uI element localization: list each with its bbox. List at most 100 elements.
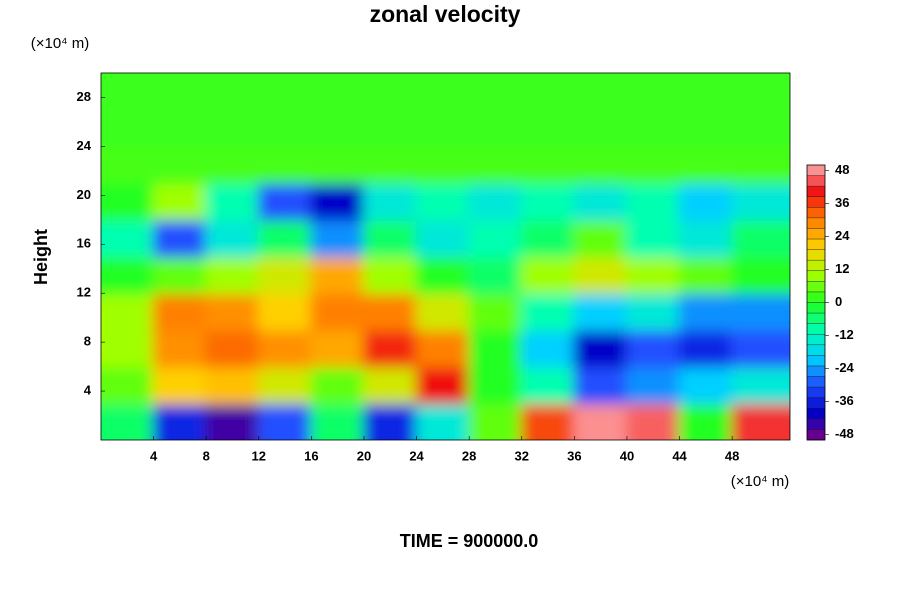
- heatmap-cell: [205, 402, 260, 440]
- colorbar-band: [807, 355, 825, 366]
- heatmap-cell: [678, 108, 734, 148]
- colorbar-band: [807, 344, 825, 356]
- colorbar-band: [807, 186, 825, 197]
- annotation: TIME = 900000.0: [400, 531, 539, 551]
- heatmap-cell: [468, 145, 523, 185]
- x-unit: (×10⁴ m): [731, 473, 790, 490]
- colorbar-band: [807, 239, 825, 250]
- heatmap-cell: [310, 328, 365, 368]
- colorbar-band: [807, 270, 825, 282]
- heatmap-cell: [678, 73, 734, 111]
- heatmap-cell: [152, 73, 208, 111]
- heatmap-cell: [625, 328, 681, 368]
- heatmap-cell: [257, 328, 313, 368]
- heatmap-cell: [573, 402, 628, 440]
- x-tick-label: 28: [462, 448, 476, 463]
- heatmap-cell: [101, 218, 155, 258]
- heatmap-cell: [310, 182, 365, 221]
- heatmap-cell: [520, 182, 576, 221]
- heatmap-cell: [101, 145, 155, 185]
- colorbar-tick-label: -12: [835, 327, 854, 342]
- heatmap-cell: [257, 365, 313, 405]
- heatmap-cell: [678, 255, 734, 295]
- heatmap-cell: [152, 255, 208, 295]
- x-tick-label: 8: [203, 448, 210, 463]
- heatmap-cell: [257, 402, 313, 440]
- heatmap-cell: [520, 73, 576, 111]
- heatmap-cell: [520, 292, 576, 331]
- heatmap-cell: [625, 255, 681, 295]
- heatmap-cell: [678, 402, 734, 440]
- heatmap-cell: [362, 328, 418, 368]
- heatmap-cell: [415, 108, 471, 148]
- colorbar-band: [807, 165, 825, 176]
- heatmap-cell: [257, 182, 313, 221]
- colorbar-band: [807, 323, 825, 335]
- colorbar-tick-label: -36: [835, 393, 854, 408]
- heatmap-cell: [152, 328, 208, 368]
- heatmap-cell: [362, 402, 418, 440]
- y-unit: (×10⁴ m): [31, 35, 90, 52]
- heatmap-cell: [152, 365, 208, 405]
- heatmap-cell: [152, 292, 208, 331]
- heatmap-cell: [101, 108, 155, 148]
- colorbar-tick-label: 24: [835, 228, 850, 243]
- y-tick-label: 24: [77, 138, 92, 153]
- heatmap-cell: [257, 292, 313, 331]
- heatmap-cell: [101, 292, 155, 331]
- chart-title: zonal velocity: [370, 1, 521, 27]
- heatmap-cell: [152, 145, 208, 185]
- heatmap-cell: [310, 365, 365, 405]
- colorbar-band: [807, 217, 825, 229]
- heatmap-cell: [573, 182, 628, 221]
- colorbar-band: [807, 397, 825, 409]
- colorbar-band: [807, 302, 825, 314]
- heatmap-cell: [205, 255, 260, 295]
- heatmap-cell: [205, 292, 260, 331]
- heatmap-cell: [310, 108, 365, 148]
- colorbar-tick-label: 48: [835, 162, 849, 177]
- heatmap-cell: [362, 218, 418, 258]
- heatmap: [101, 73, 790, 440]
- y-tick-label: 12: [77, 285, 91, 300]
- colorbar-band: [807, 281, 825, 292]
- heatmap-cell: [205, 73, 260, 111]
- heatmap-cell: [573, 328, 628, 368]
- heatmap-cell: [257, 73, 313, 111]
- colorbar-band: [807, 408, 825, 419]
- heatmap-cell: [362, 73, 418, 111]
- heatmap-cell: [678, 328, 734, 368]
- heatmap-cell: [415, 73, 471, 111]
- heatmap-cell: [678, 145, 734, 185]
- heatmap-cell: [625, 73, 681, 111]
- heatmap-cell: [205, 328, 260, 368]
- heatmap-cell: [362, 255, 418, 295]
- colorbar-tick-label: -48: [835, 426, 854, 441]
- heatmap-cell: [205, 145, 260, 185]
- heatmap-cell: [362, 145, 418, 185]
- colorbar-band: [807, 387, 825, 398]
- heatmap-cell: [573, 255, 628, 295]
- y-tick-label: 16: [77, 236, 91, 251]
- heatmap-cell: [468, 292, 523, 331]
- heatmap-cell: [468, 182, 523, 221]
- colorbar-band: [807, 429, 825, 440]
- x-tick-label: 40: [620, 448, 634, 463]
- y-axis-label: Height: [31, 229, 51, 285]
- heatmap-cell: [678, 182, 734, 221]
- heatmap-cell: [520, 145, 576, 185]
- heatmap-cell: [415, 328, 471, 368]
- heatmap-cell: [731, 402, 790, 440]
- heatmap-cell: [625, 108, 681, 148]
- heatmap-cell: [520, 402, 576, 440]
- x-tick-label: 32: [515, 448, 529, 463]
- heatmap-cell: [415, 255, 471, 295]
- heatmap-cell: [310, 218, 365, 258]
- colorbar-tick-label: 36: [835, 195, 849, 210]
- heatmap-cell: [152, 402, 208, 440]
- heatmap-cell: [731, 108, 790, 148]
- heatmap-cell: [625, 145, 681, 185]
- colorbar-band: [807, 175, 825, 187]
- heatmap-cell: [468, 218, 523, 258]
- heatmap-field: [101, 73, 790, 440]
